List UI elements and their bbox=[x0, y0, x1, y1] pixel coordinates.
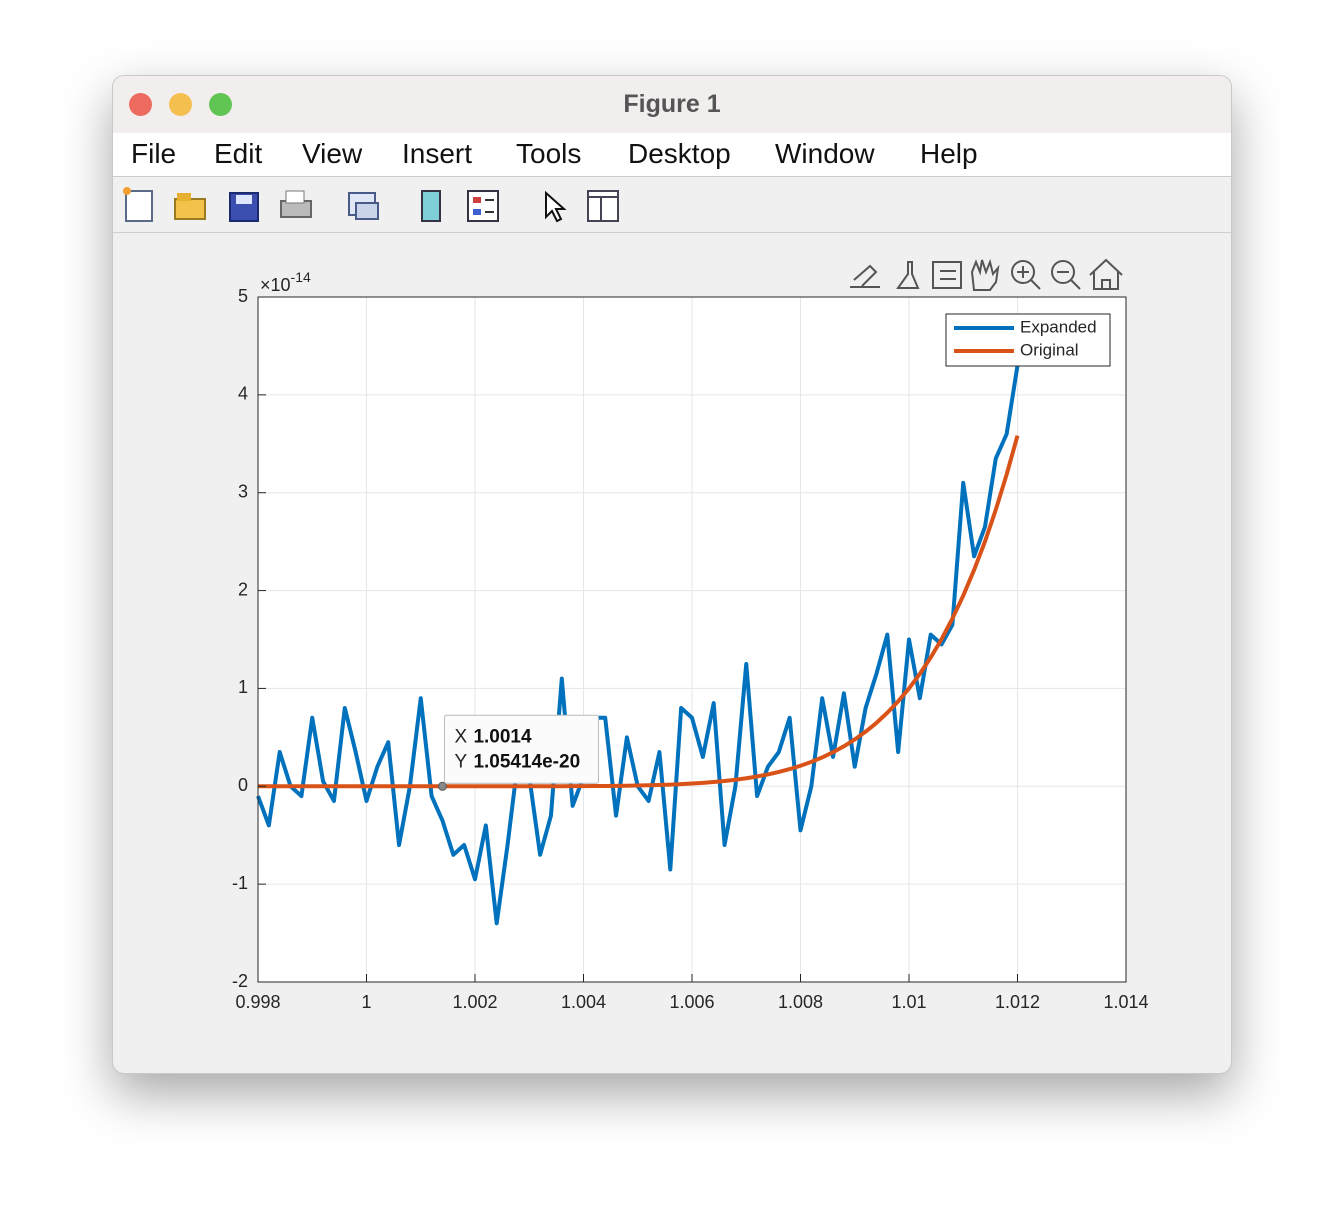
toolbar-icons bbox=[123, 187, 619, 223]
lines bbox=[256, 365, 1020, 926]
colorbar-icon[interactable] bbox=[421, 190, 441, 222]
x-tick-label: 1.01 bbox=[891, 992, 926, 1012]
menu-bar: File Edit View Insert Tools Desktop Wind… bbox=[113, 133, 1231, 177]
x-tick-label: 0.998 bbox=[235, 992, 280, 1012]
y-multiplier: ×10 bbox=[260, 275, 291, 295]
minimize-button[interactable] bbox=[169, 93, 192, 116]
legend-label: Original bbox=[1020, 340, 1079, 359]
y-tick-label: 0 bbox=[238, 775, 248, 795]
x-tick-label: 1.008 bbox=[778, 992, 823, 1012]
y-exponent: ×10-14 bbox=[260, 269, 311, 295]
series-line bbox=[258, 435, 1020, 789]
save-icon[interactable] bbox=[229, 192, 259, 222]
menu-item[interactable]: Window bbox=[775, 138, 875, 169]
datatip-value: 1.05414e-20 bbox=[473, 751, 580, 772]
title-bar: Figure 1 bbox=[113, 76, 1231, 134]
y-tick-label: 2 bbox=[238, 579, 248, 599]
axes-toolbar bbox=[850, 258, 1123, 291]
menu-item[interactable]: Insert bbox=[402, 138, 473, 169]
legend-icon[interactable] bbox=[467, 190, 499, 222]
close-button[interactable] bbox=[129, 93, 152, 116]
y-exponent-value: -14 bbox=[291, 269, 311, 285]
new-icon[interactable] bbox=[123, 187, 153, 222]
x-tick-label: 1.006 bbox=[669, 992, 714, 1012]
window-title: Figure 1 bbox=[623, 90, 721, 118]
menu-item[interactable]: Edit bbox=[214, 138, 263, 169]
datatip-label: X bbox=[454, 726, 467, 747]
export-icon[interactable] bbox=[850, 264, 880, 288]
pan-icon[interactable] bbox=[970, 258, 1000, 291]
datatip-icon[interactable] bbox=[932, 261, 962, 289]
legend: Expanded Original bbox=[945, 313, 1111, 367]
toolbar bbox=[113, 177, 1231, 233]
x-tick-label: 1.004 bbox=[561, 992, 606, 1012]
menu-item[interactable]: View bbox=[302, 138, 363, 169]
x-tick-label: 1.012 bbox=[995, 992, 1040, 1012]
zoom-out-icon[interactable] bbox=[1051, 260, 1081, 290]
link-icon[interactable] bbox=[348, 192, 379, 220]
datatip-box bbox=[443, 714, 599, 784]
datatip-value: 1.0014 bbox=[473, 726, 532, 747]
menu-item[interactable]: File bbox=[131, 138, 177, 169]
menu-item[interactable]: Desktop bbox=[628, 138, 731, 169]
zoom-button[interactable] bbox=[209, 93, 232, 116]
legend-box bbox=[945, 313, 1111, 367]
print-icon[interactable] bbox=[280, 190, 312, 218]
y-tick-label: -1 bbox=[232, 873, 248, 893]
datatip: X 1.0014 Y 1.05414e-20 bbox=[443, 714, 599, 784]
inspector-icon[interactable] bbox=[587, 190, 619, 222]
x-tick-label: 1.014 bbox=[1103, 992, 1148, 1012]
pointer-icon[interactable] bbox=[545, 190, 567, 223]
y-tick-label: 5 bbox=[238, 286, 248, 306]
y-tick-label: 1 bbox=[238, 677, 248, 697]
y-tick-label: -2 bbox=[232, 971, 248, 991]
x-tick-label: 1.002 bbox=[452, 992, 497, 1012]
y-tick-label: 4 bbox=[238, 384, 248, 404]
brush-icon[interactable] bbox=[896, 261, 920, 289]
zoom-in-icon[interactable] bbox=[1011, 260, 1041, 290]
menu-item[interactable]: Tools bbox=[516, 138, 582, 169]
menu-item[interactable]: Help bbox=[920, 138, 978, 169]
datatip-marker bbox=[437, 781, 447, 791]
home-icon[interactable] bbox=[1089, 258, 1123, 290]
y-tick-label: 3 bbox=[238, 481, 248, 501]
legend-label: Expanded bbox=[1020, 317, 1097, 336]
open-icon[interactable] bbox=[174, 193, 206, 220]
x-tick-label: 1 bbox=[361, 992, 371, 1012]
datatip-label: Y bbox=[454, 751, 467, 772]
